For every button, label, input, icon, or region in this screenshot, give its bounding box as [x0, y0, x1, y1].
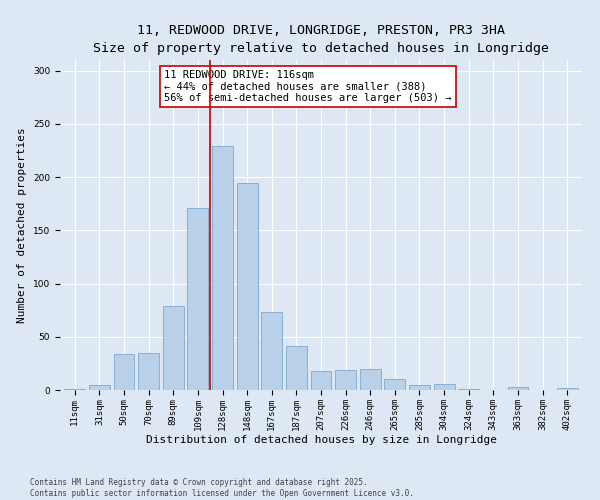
Y-axis label: Number of detached properties: Number of detached properties — [17, 127, 28, 323]
Text: 11 REDWOOD DRIVE: 116sqm
← 44% of detached houses are smaller (388)
56% of semi-: 11 REDWOOD DRIVE: 116sqm ← 44% of detach… — [164, 70, 452, 103]
Bar — [236, 184, 257, 390]
Bar — [261, 312, 282, 390]
Bar — [311, 371, 331, 390]
Bar — [212, 146, 233, 390]
Bar — [557, 388, 578, 390]
Bar — [163, 306, 184, 390]
Bar — [64, 389, 85, 390]
Bar — [434, 384, 455, 390]
Bar — [286, 346, 307, 390]
Bar — [385, 380, 406, 390]
Bar — [508, 387, 529, 390]
Bar — [458, 389, 479, 390]
Bar — [138, 352, 159, 390]
Bar — [89, 384, 110, 390]
Bar — [409, 384, 430, 390]
Bar — [360, 368, 381, 390]
X-axis label: Distribution of detached houses by size in Longridge: Distribution of detached houses by size … — [146, 436, 497, 446]
Title: 11, REDWOOD DRIVE, LONGRIDGE, PRESTON, PR3 3HA
Size of property relative to deta: 11, REDWOOD DRIVE, LONGRIDGE, PRESTON, P… — [93, 24, 549, 54]
Bar — [335, 370, 356, 390]
Bar — [113, 354, 134, 390]
Bar — [187, 208, 208, 390]
Text: Contains HM Land Registry data © Crown copyright and database right 2025.
Contai: Contains HM Land Registry data © Crown c… — [30, 478, 414, 498]
